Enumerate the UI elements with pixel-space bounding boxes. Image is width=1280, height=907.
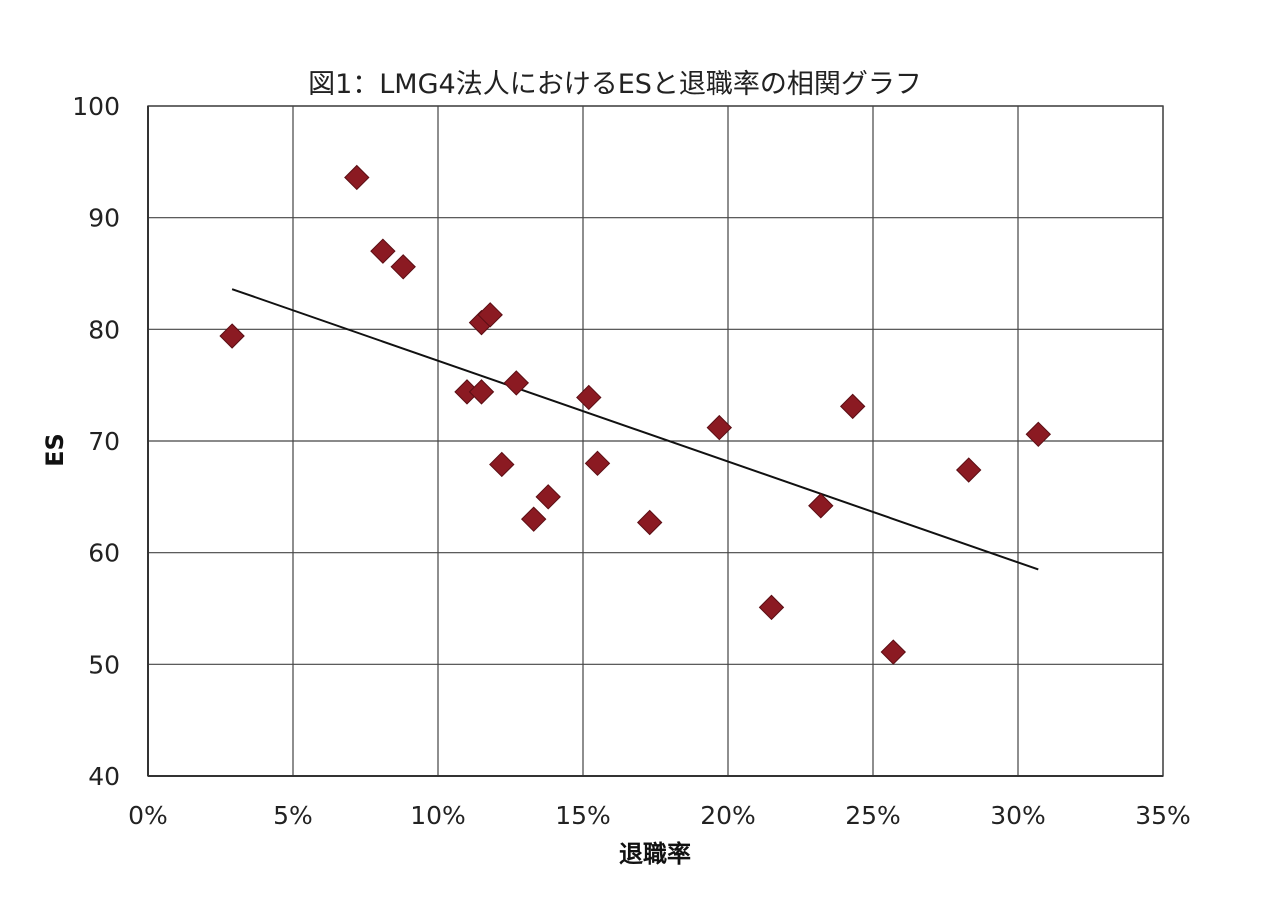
data-point (503, 370, 530, 396)
y-axis-label: ES (41, 433, 69, 467)
data-point (370, 238, 396, 264)
x-tick-label: 10% (410, 801, 466, 830)
data-point (576, 384, 602, 411)
x-tick-label: 0% (128, 801, 168, 830)
data-point (219, 323, 245, 349)
data-point (1025, 421, 1052, 448)
chart-title: 図1：LMG4法人におけるESと退職率の相関グラフ (308, 69, 922, 100)
data-point (706, 414, 733, 441)
data-point (520, 506, 547, 532)
y-tick-label: 60 (88, 539, 120, 568)
data-point (344, 164, 370, 191)
data-point (489, 451, 515, 478)
data-point (758, 594, 785, 621)
y-tick-label: 80 (88, 315, 120, 344)
x-tick-label: 20% (700, 801, 756, 830)
data-point (468, 379, 495, 405)
trendline (231, 288, 1039, 571)
x-tick-label: 35% (1135, 801, 1191, 830)
data-point (808, 493, 834, 519)
y-tick-label: 90 (88, 204, 120, 233)
data-point (636, 509, 663, 536)
data-point (880, 639, 907, 665)
y-tick-label: 100 (72, 92, 120, 121)
data-point (584, 450, 611, 477)
data-point (839, 393, 866, 420)
x-tick-label: 30% (990, 801, 1046, 830)
x-axis-label: 退職率 (619, 840, 691, 868)
y-tick-label: 40 (88, 762, 120, 791)
x-tick-label: 5% (273, 801, 313, 830)
data-point (477, 302, 503, 328)
data-point (955, 457, 982, 483)
x-tick-label: 25% (845, 801, 901, 830)
data-point (390, 254, 416, 280)
y-tick-label: 70 (88, 427, 120, 456)
data-point (535, 484, 561, 510)
x-tick-label: 15% (555, 801, 611, 830)
y-tick-label: 50 (88, 650, 120, 679)
